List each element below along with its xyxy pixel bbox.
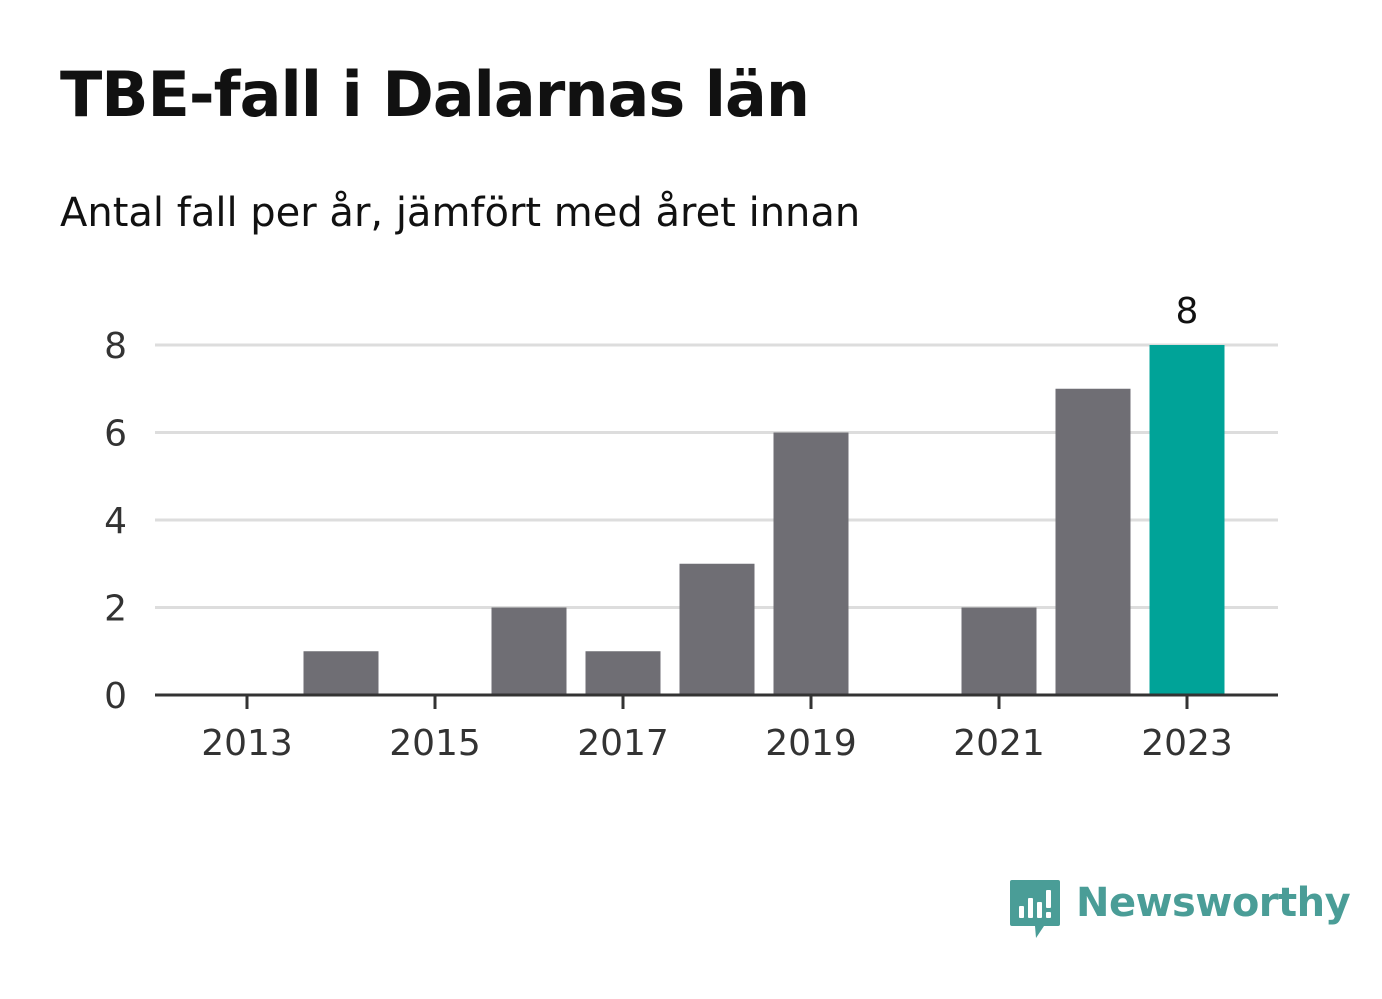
x-tick-label: 2021 xyxy=(953,723,1045,764)
x-axis xyxy=(155,693,1278,709)
brand-logo: Newsworthy xyxy=(1008,878,1351,942)
bar-2019 xyxy=(773,432,849,695)
x-tick-label: 2013 xyxy=(201,723,293,764)
x-tick-label: 2019 xyxy=(765,723,857,764)
bar-value-label: 8 xyxy=(1176,291,1199,332)
bar-chart-speech-bubble-icon xyxy=(1010,880,1060,938)
y-tick-label: 8 xyxy=(104,326,127,367)
tick-labels: 0 2 4 6 8 8 2013 2015 2017 2019 2021 2023 xyxy=(104,291,1233,764)
x-tick-label: 2017 xyxy=(577,723,669,764)
y-tick-label: 4 xyxy=(104,501,127,542)
bar-2017 xyxy=(585,651,661,695)
y-tick-label: 6 xyxy=(104,414,127,455)
y-tick-label: 0 xyxy=(104,676,127,717)
y-tick-label: 2 xyxy=(104,589,127,630)
chart-subtitle: Antal fall per år, jämfört med året inna… xyxy=(60,190,861,236)
bar-2022 xyxy=(1055,388,1131,695)
bar-2016 xyxy=(491,607,567,695)
bars xyxy=(303,345,1225,695)
x-tick-label: 2023 xyxy=(1141,723,1233,764)
bar-2014 xyxy=(303,651,379,695)
bar-2023 xyxy=(1149,345,1225,695)
brand-name: Newsworthy xyxy=(1076,880,1351,926)
chart-title: TBE-fall i Dalarnas län xyxy=(60,58,810,131)
bar-2018 xyxy=(679,563,755,695)
bar-2021 xyxy=(961,607,1037,695)
x-tick-label: 2015 xyxy=(389,723,481,764)
